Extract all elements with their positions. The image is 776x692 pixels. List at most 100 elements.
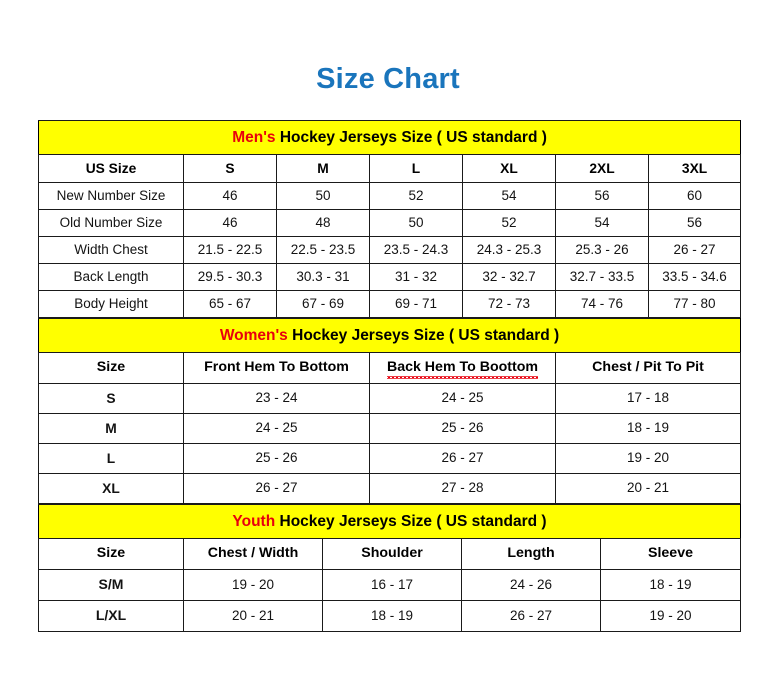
row-label: Old Number Size: [38, 209, 184, 237]
youth-col-header: Sleeve: [600, 538, 741, 570]
table-cell: 32 - 32.7: [462, 263, 556, 291]
table-cell: 60: [647, 182, 742, 210]
table-cell: 24 - 25: [369, 383, 556, 414]
womens-column-header-row: Size Front Hem To Bottom Back Hem To Boo…: [38, 352, 741, 384]
youth-table-body: Youth Hockey Jerseys Size ( US standard …: [38, 504, 741, 632]
youth-col-header: Length: [461, 538, 601, 570]
mens-col-header: US Size: [38, 154, 184, 183]
table-cell: 16 - 17: [322, 569, 462, 601]
mens-size-table: Men's Hockey Jerseys Size ( US standard …: [37, 120, 742, 318]
youth-column-header-row: Size Chest / Width Shoulder Length Sleev…: [38, 538, 741, 570]
table-cell: 24 - 25: [183, 413, 370, 444]
table-cell: 46: [183, 182, 277, 210]
youth-banner-rest: Hockey Jerseys Size ( US standard ): [275, 512, 547, 530]
table-cell: 46: [183, 209, 277, 237]
youth-section-banner: Youth Hockey Jerseys Size ( US standard …: [38, 504, 741, 539]
table-cell: 48: [276, 209, 370, 237]
row-label: XL: [38, 473, 184, 504]
table-cell: 20 - 21: [183, 600, 323, 632]
table-cell: 72 - 73: [462, 290, 556, 318]
table-row: S/M 19 - 20 16 - 17 24 - 26 18 - 19: [38, 569, 741, 601]
table-cell: 26 - 27: [647, 236, 742, 264]
size-tables-container: Men's Hockey Jerseys Size ( US standard …: [37, 120, 742, 632]
table-cell: 21.5 - 22.5: [183, 236, 277, 264]
table-cell: 18 - 19: [555, 413, 741, 444]
table-cell: 50: [369, 209, 463, 237]
table-cell: 25.3 - 26: [555, 236, 649, 264]
table-cell: 26 - 27: [461, 600, 601, 632]
table-cell: 19 - 20: [183, 569, 323, 601]
table-cell: 22.5 - 23.5: [276, 236, 370, 264]
table-cell: 24.3 - 25.3: [462, 236, 556, 264]
row-label: Width Chest: [38, 236, 184, 264]
table-cell: 29.5 - 30.3: [183, 263, 277, 291]
table-cell: 54: [462, 182, 556, 210]
mens-table-body: Men's Hockey Jerseys Size ( US standard …: [37, 120, 742, 318]
mens-column-header-row: US Size S M L XL 2XL 3XL: [38, 154, 742, 183]
row-label: S/M: [38, 569, 184, 601]
row-label: Back Length: [38, 263, 184, 291]
table-row: Old Number Size 46 48 50 52 54 56: [38, 209, 742, 237]
table-row: XL 26 - 27 27 - 28 20 - 21: [38, 473, 741, 504]
table-cell: 56: [555, 182, 649, 210]
row-label: L/XL: [38, 600, 184, 632]
mens-banner-cell: Men's Hockey Jerseys Size ( US standard …: [37, 120, 742, 155]
mens-col-header: L: [369, 154, 463, 183]
table-cell: 54: [555, 209, 649, 237]
table-cell: 65 - 67: [183, 290, 277, 318]
table-row: L/XL 20 - 21 18 - 19 26 - 27 19 - 20: [38, 600, 741, 632]
womens-col-header: Front Hem To Bottom: [183, 352, 370, 384]
youth-col-header: Size: [38, 538, 184, 570]
mens-col-header: M: [276, 154, 370, 183]
mens-col-header: S: [183, 154, 277, 183]
table-cell: 20 - 21: [555, 473, 741, 504]
table-cell: 67 - 69: [276, 290, 370, 318]
table-cell: 24 - 26: [461, 569, 601, 601]
row-label: S: [38, 383, 184, 414]
youth-banner-cell: Youth Hockey Jerseys Size ( US standard …: [38, 504, 741, 539]
table-cell: 18 - 19: [322, 600, 462, 632]
womens-table-body: Women's Hockey Jerseys Size ( US standar…: [38, 318, 741, 504]
table-cell: 56: [647, 209, 742, 237]
mens-col-header: 2XL: [555, 154, 649, 183]
table-row: New Number Size 46 50 52 54 56 60: [38, 182, 742, 210]
row-label: M: [38, 413, 184, 444]
row-label: Body Height: [38, 290, 184, 318]
mens-col-header: 3XL: [647, 154, 742, 183]
table-row: Width Chest 21.5 - 22.5 22.5 - 23.5 23.5…: [38, 236, 742, 264]
table-cell: 77 - 80: [647, 290, 742, 318]
table-cell: 25 - 26: [183, 443, 370, 474]
row-label: New Number Size: [38, 182, 184, 210]
table-cell: 19 - 20: [555, 443, 741, 474]
table-cell: 69 - 71: [369, 290, 463, 318]
table-row: S 23 - 24 24 - 25 17 - 18: [38, 383, 741, 414]
youth-col-header: Chest / Width: [183, 538, 323, 570]
table-cell: 17 - 18: [555, 383, 741, 414]
mens-banner-rest: Hockey Jerseys Size ( US standard ): [275, 128, 547, 146]
table-cell: 30.3 - 31: [276, 263, 370, 291]
table-row: M 24 - 25 25 - 26 18 - 19: [38, 413, 741, 444]
youth-col-header: Shoulder: [322, 538, 462, 570]
table-cell: 52: [462, 209, 556, 237]
table-cell: 23.5 - 24.3: [369, 236, 463, 264]
table-cell: 26 - 27: [183, 473, 370, 504]
table-cell: 23 - 24: [183, 383, 370, 414]
table-row: Back Length 29.5 - 30.3 30.3 - 31 31 - 3…: [38, 263, 742, 291]
womens-banner-accent: Women's: [219, 326, 288, 344]
table-cell: 31 - 32: [369, 263, 463, 291]
table-cell: 52: [369, 182, 463, 210]
table-cell: 33.5 - 34.6: [647, 263, 742, 291]
womens-banner-cell: Women's Hockey Jerseys Size ( US standar…: [38, 318, 741, 353]
table-cell: 25 - 26: [369, 413, 556, 444]
table-cell: 19 - 20: [600, 600, 741, 632]
womens-banner-rest: Hockey Jerseys Size ( US standard ): [287, 326, 560, 344]
table-cell: 32.7 - 33.5: [555, 263, 649, 291]
womens-section-banner: Women's Hockey Jerseys Size ( US standar…: [38, 318, 741, 353]
row-label: L: [38, 443, 184, 474]
spellcheck-underlined-text: Back Hem To Boottom: [386, 359, 539, 379]
table-cell: 50: [276, 182, 370, 210]
mens-section-banner: Men's Hockey Jerseys Size ( US standard …: [37, 120, 742, 155]
table-cell: 74 - 76: [555, 290, 649, 318]
table-cell: 27 - 28: [369, 473, 556, 504]
